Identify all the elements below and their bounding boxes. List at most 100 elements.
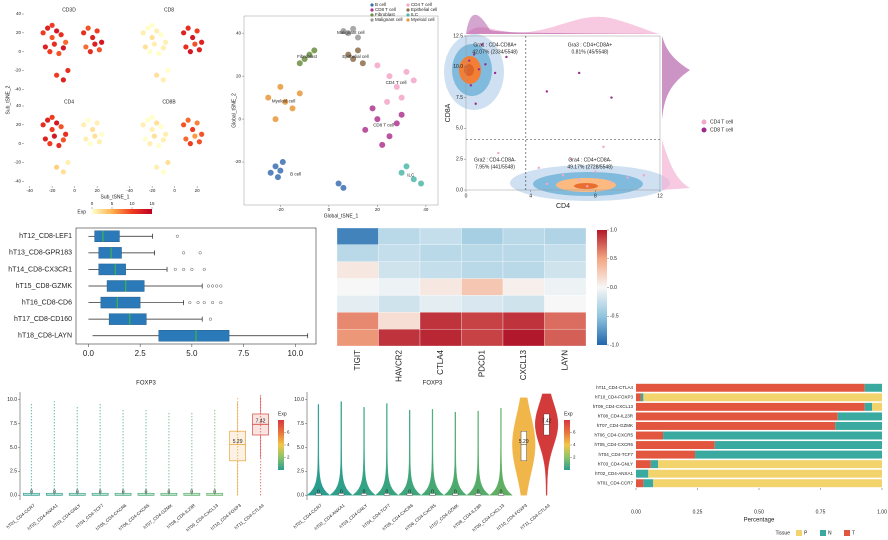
category-label: hT05_CD4-CXCR6 (594, 442, 633, 447)
median-label: 0 (53, 490, 56, 496)
bar-segment (864, 402, 873, 411)
colorbar-title: Exp (77, 209, 86, 215)
cell-point (545, 182, 549, 186)
cluster-label: Epithelial cell (342, 54, 368, 59)
median-label: 5.29 (519, 439, 529, 445)
quadrant-name: Gra4 : CD4+CD8A- (568, 157, 612, 163)
legend-marker (406, 18, 410, 22)
cell-point (181, 30, 187, 36)
cell-point (374, 116, 381, 123)
category-label: hT10_CD4-FOXP3 (595, 395, 634, 400)
cell-point (87, 49, 93, 55)
y-tick-label: 0.0 (456, 187, 463, 193)
median-label: 0 (408, 490, 411, 496)
bar-segment (714, 441, 882, 450)
cell-point (185, 117, 191, 123)
y-tick-label: -20 (14, 160, 21, 165)
colorbar (278, 420, 284, 470)
legend-label: Epithelial cell (411, 7, 437, 12)
panel-title: CD3D (62, 7, 76, 13)
category-label: hT06_CD4-CXCR5 (594, 433, 633, 438)
cell-point (51, 133, 57, 139)
x-tick-label: 7.5 (238, 349, 250, 358)
cell-point (165, 159, 171, 166)
category-label: hT11_CD4-CTLA4 (596, 385, 633, 390)
box (98, 263, 126, 276)
legend-swatch (796, 530, 802, 536)
colorbar-title: Exp (278, 411, 287, 417)
heatmap-cell (419, 244, 462, 262)
category-label: hT13_CD8-GPR183 (9, 250, 72, 257)
legend-label: ILC (411, 12, 419, 17)
y-tick-label: 0 (18, 141, 21, 146)
y-tick-label: -40 (14, 86, 21, 91)
cell-point (577, 71, 581, 75)
cell-point (192, 41, 198, 47)
legend-swatch (820, 530, 826, 536)
x-tick-label: 12 (657, 193, 663, 199)
x-tick-label: -40 (126, 188, 133, 193)
cell-point (149, 126, 155, 133)
bar-segment (653, 479, 882, 488)
cell-point (272, 116, 279, 123)
cell-point (350, 25, 357, 32)
heatmap-cell (419, 328, 462, 347)
category-label: hT03_CD4-GNLY (598, 461, 633, 466)
cell-point (183, 44, 189, 50)
violin (352, 407, 376, 496)
outlier (173, 267, 177, 271)
y-tick-label: 0 (238, 116, 241, 121)
cell-point (96, 47, 102, 53)
cell-point (149, 34, 155, 41)
colorbar-tick-label: -1.0 (610, 342, 619, 348)
colorbar-tick-label: 1.0 (610, 227, 617, 233)
bar-segment (835, 421, 882, 430)
cell-point (54, 72, 60, 78)
colorbar-tick-label: 4 (573, 442, 576, 447)
cell-point (47, 141, 53, 147)
cell-point (277, 83, 284, 90)
box (229, 430, 247, 462)
median-label: 0 (431, 490, 434, 496)
cell-point (160, 169, 166, 175)
quadrant-value: 7.95% (441/5548) (475, 164, 515, 170)
heatmap-cell (461, 328, 504, 347)
category-label: hT12_CD8-LEF1 (19, 233, 72, 240)
median-label: 0 (190, 490, 193, 496)
cell-point (468, 59, 471, 62)
x-tick-label: 0.75 (816, 509, 826, 515)
cell-point (369, 105, 376, 112)
heatmap-cell (502, 244, 545, 262)
y-tick-label: 40 (16, 103, 22, 108)
box (520, 430, 527, 462)
column-label: TIGIT (353, 350, 362, 371)
bar-segment (636, 412, 838, 421)
column-label: CXCL13 (519, 349, 528, 380)
median-label: 0 (168, 490, 171, 496)
outlier (215, 284, 219, 288)
heatmap-cell (336, 312, 379, 330)
x-tick-label: 20 (195, 188, 201, 193)
cell-point (335, 180, 342, 187)
outlier (202, 267, 206, 271)
heatmap-cell (502, 278, 545, 296)
category-label: hT08_CD4-IL23R (598, 414, 634, 419)
violin (535, 393, 559, 496)
cell-point (60, 169, 66, 175)
y-tick-label: 5.0 (10, 445, 17, 451)
cell-point (398, 94, 405, 101)
cell-point (160, 45, 166, 51)
x-tick-label: 0 (465, 193, 468, 199)
cell-point (497, 151, 500, 155)
cell-point (60, 77, 66, 83)
cell-point (282, 98, 289, 105)
colorbar-tick-label: 6 (287, 430, 290, 435)
plot-frame (243, 15, 439, 206)
cell-point (362, 126, 369, 133)
violin (489, 408, 513, 496)
cell-point (151, 133, 157, 139)
cell-point (484, 63, 487, 66)
box (100, 296, 141, 309)
outlier (190, 267, 194, 271)
legend-label: P (804, 530, 808, 536)
